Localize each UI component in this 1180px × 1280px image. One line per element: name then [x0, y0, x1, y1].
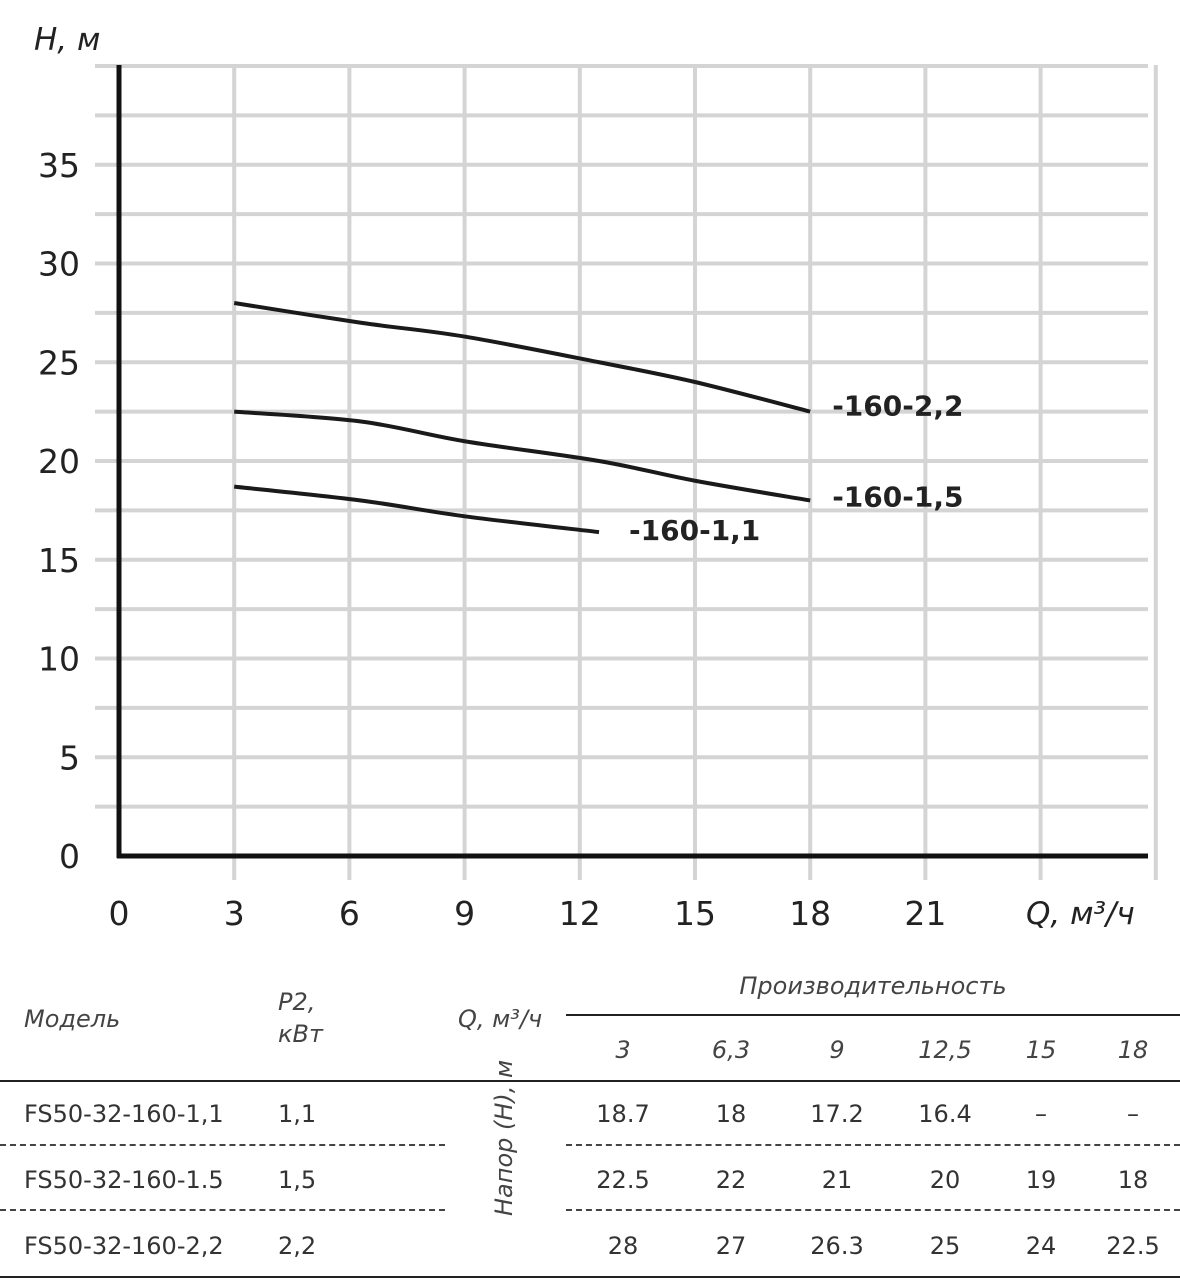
x-tick-label: 3 — [224, 894, 245, 933]
x-axis-title: Q, м³/ч — [1026, 896, 1135, 932]
y-tick-label: 20 — [38, 442, 80, 481]
x-tick-label: 21 — [904, 894, 946, 933]
row-value: 20 — [929, 1166, 961, 1194]
chart-tick-labels: 0 3 6 9 12 15 18 21 0 5 10 15 20 25 30 35 — [38, 146, 946, 933]
row-model: FS50-32-160-1,1 — [24, 1100, 224, 1128]
series-label: -160-1,1 — [629, 514, 760, 547]
series-line — [233, 484, 600, 535]
y-tick-label: 5 — [59, 738, 80, 777]
row-value: 19 — [1025, 1166, 1057, 1194]
row-axis-label: Напор (Н), м — [490, 1059, 518, 1216]
x-tick-label: 9 — [454, 894, 475, 933]
q-value: 9 — [829, 1036, 845, 1064]
row-value: 22 — [715, 1166, 747, 1194]
row-value: – — [1127, 1100, 1139, 1128]
x-tick-label: 15 — [674, 894, 716, 933]
header-separator — [0, 1080, 1180, 1082]
row-value: 18.7 — [596, 1100, 650, 1128]
y-tick-label: 30 — [38, 245, 80, 284]
x-tick-label: 12 — [559, 894, 601, 933]
series-label: -160-2,2 — [832, 390, 963, 423]
row-value: 24 — [1025, 1232, 1057, 1260]
header-model: Модель — [24, 1005, 121, 1033]
row-divider — [0, 1209, 445, 1211]
y-tick-label: 35 — [38, 146, 80, 185]
q-value: 18 — [1117, 1036, 1149, 1064]
row-divider — [566, 1209, 1180, 1211]
row-value: 21 — [821, 1166, 853, 1194]
q-value: 6,3 — [711, 1036, 751, 1064]
y-tick-label: 0 — [59, 837, 80, 876]
row-value: 28 — [607, 1232, 639, 1260]
y-tick-label: 25 — [38, 343, 80, 382]
row-divider — [0, 1144, 445, 1146]
row-model: FS50-32-160-2,2 — [24, 1232, 224, 1260]
row-value: 22.5 — [1106, 1232, 1160, 1260]
row-value: 27 — [715, 1232, 747, 1260]
group-underline — [566, 1014, 1180, 1016]
row-model: FS50-32-160-1.5 — [24, 1166, 224, 1194]
row-power: 2,2 — [278, 1232, 317, 1260]
chart-curves — [233, 301, 811, 535]
header-power-line2: кВт — [278, 1020, 323, 1048]
header-power-line1: P2, — [278, 988, 316, 1016]
series-label: -160-1,5 — [832, 481, 963, 514]
row-value: 18 — [715, 1100, 747, 1128]
chart-grid — [95, 64, 1158, 880]
chart-axes — [116, 65, 1148, 859]
row-value: 18 — [1117, 1166, 1149, 1194]
y-tick-label: 10 — [38, 640, 80, 679]
y-axis-title: H, м — [34, 22, 101, 58]
performance-table: Модель P2, кВт Q, м³/ч Производительност… — [0, 948, 1180, 1280]
series-line — [233, 301, 811, 414]
row-value: 25 — [929, 1232, 961, 1260]
row-value: – — [1035, 1100, 1047, 1128]
q-value: 3 — [615, 1036, 631, 1064]
y-tick-label: 15 — [38, 541, 80, 580]
row-power: 1,1 — [278, 1100, 317, 1128]
header-q: Q, м³/ч — [458, 1005, 543, 1033]
q-value: 15 — [1025, 1036, 1057, 1064]
series-line — [234, 409, 811, 503]
row-divider — [566, 1144, 1180, 1146]
x-tick-label: 0 — [109, 894, 130, 933]
q-value: 12,5 — [918, 1036, 972, 1064]
row-value: 17.2 — [810, 1100, 864, 1128]
header-group: Производительность — [739, 972, 1007, 1000]
x-tick-label: 18 — [789, 894, 831, 933]
row-value: 26.3 — [810, 1232, 864, 1260]
chart-series-labels: -160-2,2 -160-1,5 -160-1,1 — [629, 390, 963, 547]
row-power: 1,5 — [278, 1166, 317, 1194]
row-value: 16.4 — [918, 1100, 972, 1128]
table-bottom-line — [0, 1276, 1180, 1278]
x-tick-label: 6 — [339, 894, 360, 933]
row-value: 22.5 — [596, 1166, 650, 1194]
